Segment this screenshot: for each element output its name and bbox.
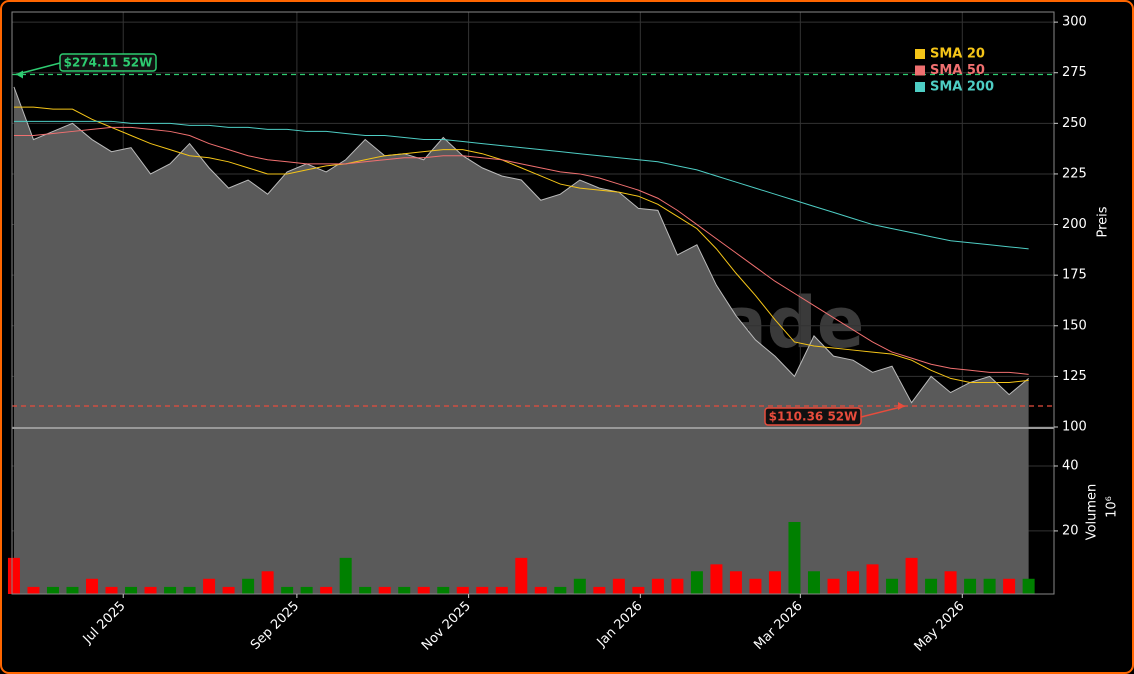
legend-swatch [915,49,925,59]
price-area [13,86,1029,595]
volume-bar [417,586,430,594]
volume-bar [1022,578,1035,594]
volume-bar [964,578,977,594]
y-tick-label: 40 [1062,458,1079,473]
volume-bar [554,586,567,594]
volume-bar [456,586,469,594]
volume-bar [515,557,528,594]
volume-bar [261,571,274,594]
volume-bar [632,586,645,594]
volume-bar [749,578,762,594]
y-axis-label: Volumen [1085,484,1100,541]
volume-bar [847,571,860,594]
volume-bar [300,586,313,594]
volume-bar [729,571,742,594]
volume-bar [86,578,99,594]
volume-bar [1003,578,1016,594]
volume-bar [925,578,938,594]
volume-bar [183,586,196,594]
annotation-label: $110.36 52W [769,410,858,424]
volume-bar [242,578,255,594]
volume-bar [203,578,216,594]
volume-bar [651,578,664,594]
volume-bar [378,586,391,594]
y-tick-label: 250 [1062,116,1087,131]
sma-line [13,126,1029,375]
volume-bar [222,586,235,594]
volume-bar [281,586,294,594]
volume-bar [476,586,489,594]
annotation-arrow [15,62,61,76]
volume-bar [398,586,411,594]
y-tick-label: 125 [1062,369,1087,384]
volume-bar [27,586,40,594]
sma-line [13,120,1029,250]
volume-bar [339,557,352,594]
arrow-head [16,70,23,79]
price-line [13,86,1029,404]
volume-bar [66,586,79,594]
volume-bar [437,586,450,594]
y-tick-label: 20 [1062,523,1079,538]
legend-swatch [915,65,925,76]
legend-label: SMA 50 [930,63,985,78]
y-tick-label: 300 [1062,15,1087,30]
volume-bar [671,578,684,594]
volume-bar [164,586,177,594]
volume-bar [768,571,781,594]
volume-bar [905,557,918,594]
legend-label: SMA 20 [930,47,985,62]
volume-bar [788,521,801,594]
y-axis-label: Preis [1096,206,1111,237]
legend-swatch [915,82,925,92]
sma-line [13,106,1029,383]
volume-bar [46,586,59,594]
y-tick-label: 100 [1062,419,1087,434]
y-tick-label: 275 [1062,65,1087,80]
y-tick-label: 150 [1062,318,1087,333]
legend-label: SMA 200 [930,80,994,95]
volume-bar [125,586,138,594]
volume-bar [593,586,606,594]
volume-bar [105,586,118,594]
y-tick-label: 175 [1062,268,1087,283]
volume-bar [495,586,508,594]
volume-bar [144,586,157,594]
volume-bar [807,571,820,594]
annotation-arrow [860,405,906,418]
y-tick-label: 225 [1062,166,1087,181]
volume-bar [886,578,899,594]
arrow-head [898,402,905,411]
annotation-box [59,53,157,72]
offset-label: 10⁶ [1105,496,1120,518]
volume-bar [359,586,372,594]
volume-bar [827,578,840,594]
volume-bar [690,571,703,594]
volume-bar [983,578,996,594]
volume-bar [320,586,333,594]
volume-bar [534,586,547,594]
volume-bar [710,564,723,594]
y-tick-label: 200 [1062,217,1087,232]
volume-bar [612,578,625,594]
volume-bar [7,557,20,594]
volume-bar [573,578,586,594]
plot-frame [11,11,1055,595]
volume-bar [944,571,957,594]
volume-bar [866,564,879,594]
annotation-label: $274.11 52W [64,56,153,70]
